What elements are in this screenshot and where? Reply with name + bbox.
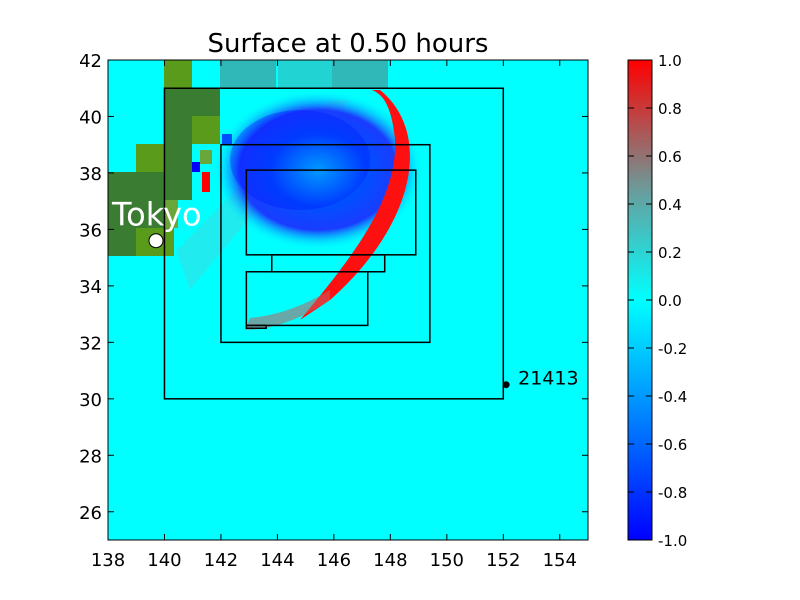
y-tick-label: 30 (79, 390, 102, 411)
y-tick-label: 28 (79, 446, 102, 467)
colorbar: -1.0 -0.8 -0.6 -0.4 -0.2 0.0 0.2 0.4 0.6 0.8 1.0 (627, 52, 687, 550)
plot-area (108, 60, 588, 540)
x-tick-label: 146 (317, 550, 351, 571)
y-tick-label: 36 (79, 220, 102, 241)
y-tick-label: 40 (79, 107, 102, 128)
x-tick-label: 152 (486, 550, 520, 571)
x-tick-label: 154 (543, 550, 577, 571)
tokyo-marker (148, 233, 164, 249)
colorbar-tick-label: 0.2 (658, 244, 682, 262)
annotations: Tokyo 21413 (111, 196, 579, 390)
tokyo-label: Tokyo (111, 196, 202, 234)
colorbar-tick-label: -0.2 (658, 340, 687, 358)
land (108, 60, 220, 256)
colorbar-tick-label: -0.6 (658, 436, 687, 454)
y-tick-label: 32 (79, 333, 102, 354)
x-tick-label: 140 (147, 550, 181, 571)
colorbar-tick-label: 0.6 (658, 148, 682, 166)
y-tick-label: 26 (79, 503, 102, 524)
y-tick-label: 38 (79, 164, 102, 185)
x-axis: 138 140 142 144 146 148 150 152 154 (91, 60, 577, 571)
station-marker (502, 381, 510, 389)
region-1 (163, 87, 505, 400)
x-tick-label: 144 (260, 550, 294, 571)
station-label: 21413 (518, 368, 578, 390)
colorbar-tick-label: 1.0 (658, 52, 682, 70)
y-tick-label: 42 (79, 51, 102, 72)
colorbar-tick-label: 0.8 (658, 100, 682, 118)
x-tick-label: 142 (204, 550, 238, 571)
y-tick-label: 34 (79, 277, 102, 298)
region-5 (245, 271, 369, 327)
x-tick-label: 148 (373, 550, 407, 571)
chart-title: Surface at 0.50 hours (208, 29, 489, 59)
x-tick-label: 138 (91, 550, 125, 571)
region-boxes (163, 87, 505, 400)
plot-frame (107, 59, 589, 541)
colorbar-tick-label: -1.0 (658, 532, 687, 550)
colorbar-tick-label: 0.0 (658, 292, 682, 310)
colorbar-ticks: -1.0 -0.8 -0.6 -0.4 -0.2 0.0 0.2 0.4 0.6 0.8 1.0 (628, 52, 687, 550)
x-tick-label: 150 (430, 550, 464, 571)
colorbar-tick-label: 0.4 (658, 196, 682, 214)
region-2 (220, 143, 431, 344)
y-axis: 26 28 30 32 34 36 38 40 42 (79, 51, 588, 524)
colorbar-tick-label: -0.4 (658, 388, 687, 406)
colorbar-tick-label: -0.8 (658, 484, 687, 502)
region-6 (245, 324, 267, 329)
